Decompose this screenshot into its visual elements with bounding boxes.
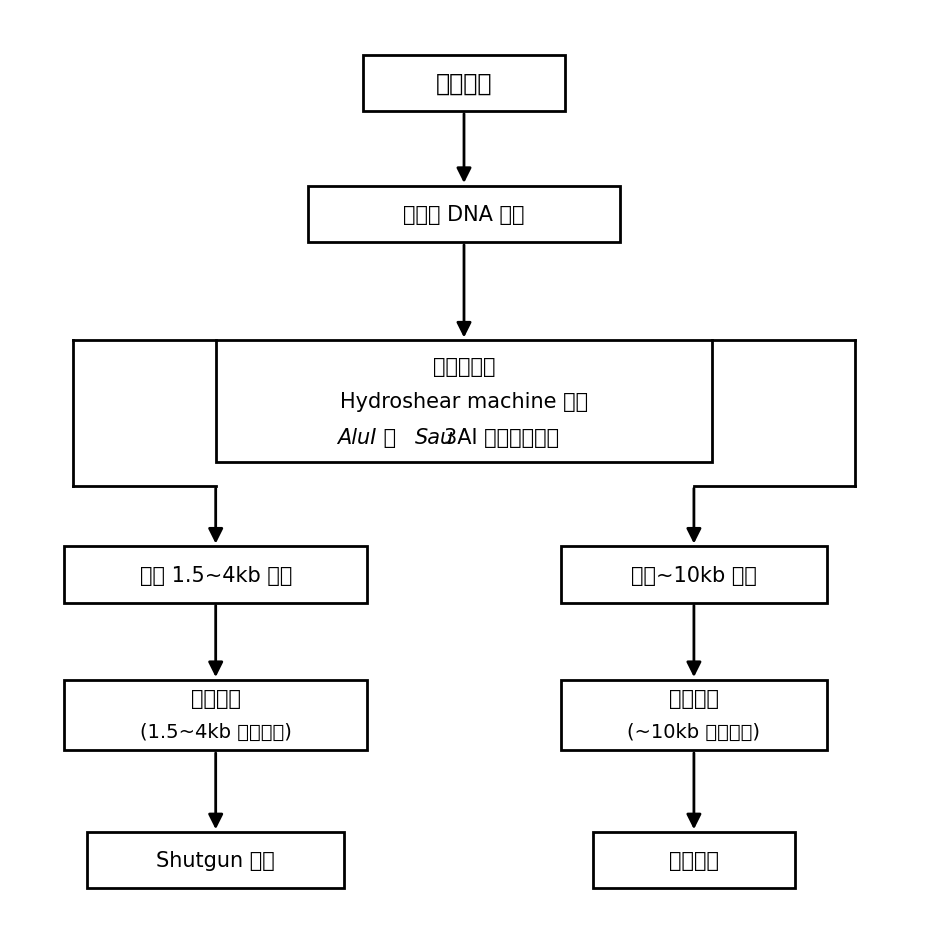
Bar [560, 681, 826, 750]
Text: 构建文库: 构建文库 [190, 688, 240, 708]
Bar [592, 833, 794, 888]
Text: 回收~10kb 片段: 回收~10kb 片段 [630, 565, 756, 585]
Text: 3AI 随机部分酶切: 3AI 随机部分酶切 [444, 428, 559, 447]
Bar [215, 341, 712, 463]
Bar [560, 547, 826, 603]
Bar [64, 681, 367, 750]
Bar [308, 187, 619, 243]
Text: Hydroshear machine 剪切: Hydroshear machine 剪切 [339, 392, 588, 412]
Text: 细菌培养: 细菌培养 [436, 72, 491, 95]
Text: 回收 1.5~4kb 片段: 回收 1.5~4kb 片段 [139, 565, 292, 585]
Bar [64, 547, 367, 603]
Text: Shutgun 测序: Shutgun 测序 [156, 851, 274, 870]
Text: 基因组 DNA 提取: 基因组 DNA 提取 [403, 205, 524, 225]
Text: AluI: AluI [337, 428, 376, 447]
Text: (1.5~4kb 插入片段): (1.5~4kb 插入片段) [140, 722, 291, 742]
Text: Sau: Sau [414, 428, 453, 447]
Bar [362, 56, 565, 111]
Text: 超声波断裂: 超声波断裂 [432, 356, 495, 377]
Text: 末端测序: 末端测序 [668, 851, 718, 870]
Bar [87, 833, 344, 888]
Text: (~10kb 插入片段): (~10kb 插入片段) [627, 722, 759, 742]
Text: 构建文库: 构建文库 [668, 688, 718, 708]
Text: 或: 或 [376, 428, 402, 447]
